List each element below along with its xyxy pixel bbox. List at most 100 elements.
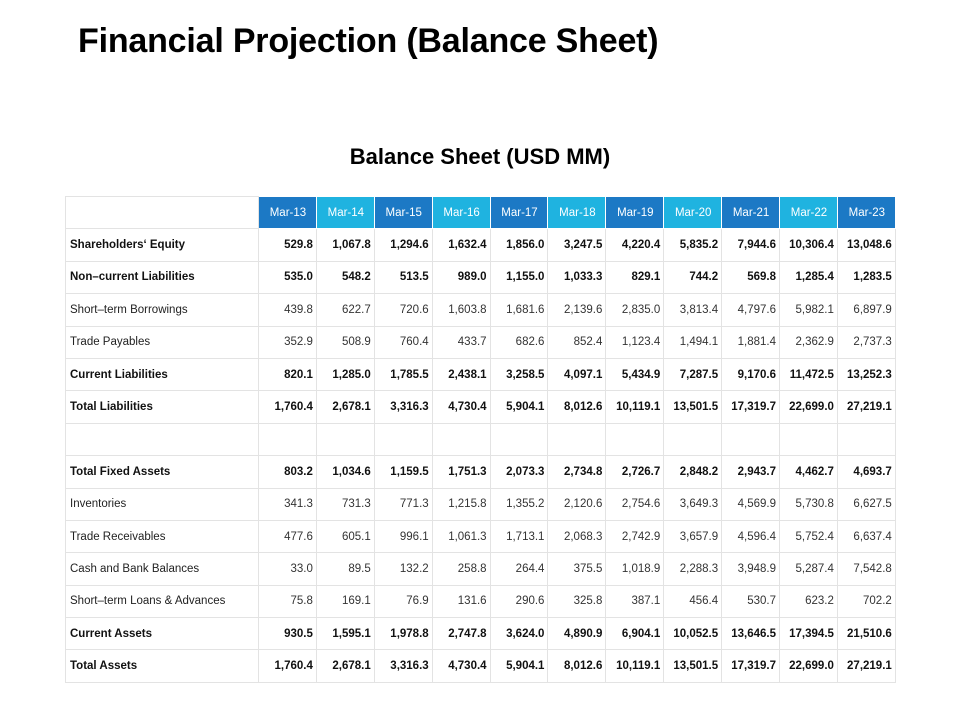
value-cell: 76.9 <box>373 584 433 619</box>
table-row: Shareholders‘ Equity 529.8 1,067.8 1,294.6 1… <box>65 228 896 262</box>
value-cell: 1,713.1 <box>489 519 549 554</box>
value-cell: 17,394.5 <box>779 617 838 651</box>
value-cell: 2,943.7 <box>721 455 781 489</box>
value-cell: 2,288.3 <box>663 552 723 586</box>
value-cell: 375.5 <box>547 552 607 586</box>
value-cell: 2,742.9 <box>605 519 665 554</box>
value-cell: 1,285.0 <box>315 357 375 392</box>
value-cell: 3,247.5 <box>547 228 607 262</box>
value-cell: 17,319.7 <box>721 390 781 424</box>
value-cell: 131.6 <box>431 584 491 619</box>
value-cell: 2,848.2 <box>663 455 723 489</box>
value-cell <box>663 422 723 457</box>
value-cell: 11,472.5 <box>779 357 838 392</box>
value-cell: 829.1 <box>605 260 665 295</box>
value-cell: 2,726.7 <box>605 455 665 489</box>
value-cell: 1,681.6 <box>489 293 549 327</box>
value-cell: 9,170.6 <box>721 357 781 392</box>
row-label: Cash and Bank Balances <box>65 552 259 586</box>
value-cell: 21,510.6 <box>836 617 896 651</box>
value-cell: 1,881.4 <box>721 325 781 359</box>
value-cell: 387.1 <box>605 584 665 619</box>
value-cell: 720.6 <box>373 293 433 327</box>
value-cell: 930.5 <box>258 617 317 651</box>
value-cell: 852.4 <box>547 325 607 359</box>
value-cell: 605.1 <box>315 519 375 554</box>
column-header: Mar-21 <box>721 195 781 230</box>
value-cell: 3,316.3 <box>373 649 433 683</box>
value-cell: 3,649.3 <box>663 487 723 521</box>
value-cell: 17,319.7 <box>721 649 781 683</box>
value-cell: 2,835.0 <box>605 293 665 327</box>
value-cell: 10,052.5 <box>663 617 723 651</box>
table-row: Short–term Borrowings 439.8 622.7 720.6 1,60… <box>65 293 896 327</box>
table-row: Inventories 341.3 731.3 771.3 1,215.8 1,355.2… <box>65 487 896 521</box>
value-cell: 513.5 <box>373 260 433 295</box>
value-cell: 2,139.6 <box>547 293 607 327</box>
value-cell: 2,737.3 <box>836 325 896 359</box>
row-label: Current Liabilities <box>65 357 259 392</box>
value-cell: 744.2 <box>663 260 723 295</box>
value-cell: 13,501.5 <box>663 390 723 424</box>
value-cell: 6,904.1 <box>605 617 665 651</box>
value-cell: 1,978.8 <box>373 617 433 651</box>
value-cell: 1,355.2 <box>489 487 549 521</box>
value-cell: 169.1 <box>315 584 375 619</box>
column-header: Mar-16 <box>431 195 491 230</box>
value-cell: 89.5 <box>315 552 375 586</box>
value-cell: 760.4 <box>373 325 433 359</box>
value-cell: 13,048.6 <box>836 228 896 262</box>
value-cell: 1,018.9 <box>605 552 665 586</box>
value-cell: 7,542.8 <box>836 552 896 586</box>
value-cell: 682.6 <box>489 325 549 359</box>
row-label: Current Assets <box>65 617 259 651</box>
value-cell: 4,797.6 <box>721 293 781 327</box>
value-cell: 5,982.1 <box>779 293 838 327</box>
value-cell: 477.6 <box>258 519 317 554</box>
value-cell: 1,285.4 <box>779 260 838 295</box>
value-cell: 1,494.1 <box>663 325 723 359</box>
value-cell: 7,944.6 <box>721 228 781 262</box>
value-cell: 6,627.5 <box>836 487 896 521</box>
value-cell: 264.4 <box>489 552 549 586</box>
value-cell: 4,462.7 <box>779 455 838 489</box>
value-cell: 1,632.4 <box>431 228 491 262</box>
value-cell: 535.0 <box>258 260 317 295</box>
value-cell: 13,501.5 <box>663 649 723 683</box>
value-cell: 820.1 <box>258 357 317 392</box>
value-cell: 433.7 <box>431 325 491 359</box>
value-cell: 3,657.9 <box>663 519 723 554</box>
value-cell: 1,215.8 <box>431 487 491 521</box>
value-cell: 1,760.4 <box>258 390 317 424</box>
row-label: Shareholders‘ Equity <box>65 228 259 262</box>
value-cell: 10,119.1 <box>605 649 665 683</box>
value-cell: 508.9 <box>315 325 375 359</box>
table-row: Total Fixed Assets 803.2 1,034.6 1,159.5 1,7… <box>65 455 896 489</box>
balance-sheet-table: Mar-13 Mar-14 Mar-15 Mar-16 Mar-17 Mar-18 Mar-… <box>65 195 896 683</box>
value-cell: 1,760.4 <box>258 649 317 683</box>
value-cell: 548.2 <box>315 260 375 295</box>
value-cell: 771.3 <box>373 487 433 521</box>
row-label: Trade Receivables <box>65 519 259 554</box>
column-header: Mar-13 <box>258 195 317 230</box>
value-cell: 5,730.8 <box>779 487 838 521</box>
value-cell: 258.8 <box>431 552 491 586</box>
row-label: Short–term Borrowings <box>65 293 259 327</box>
header-row: Mar-13 Mar-14 Mar-15 Mar-16 Mar-17 Mar-18 Mar-… <box>65 195 896 230</box>
value-cell: 3,316.3 <box>373 390 433 424</box>
value-cell: 5,287.4 <box>779 552 838 586</box>
value-cell: 10,119.1 <box>605 390 665 424</box>
value-cell: 1,283.5 <box>836 260 896 295</box>
table-row: Non–current Liabilities 535.0 548.2 513.5 98… <box>65 260 896 295</box>
value-cell: 1,155.0 <box>489 260 549 295</box>
value-cell <box>373 422 433 457</box>
value-cell: 569.8 <box>721 260 781 295</box>
value-cell <box>431 422 491 457</box>
value-cell: 5,904.1 <box>489 390 549 424</box>
value-cell: 2,678.1 <box>315 390 375 424</box>
row-label: Total Liabilities <box>65 390 259 424</box>
table-row: Trade Receivables 477.6 605.1 996.1 1,061.3 1… <box>65 519 896 554</box>
slide-title: Financial Projection (Balance Sheet) <box>78 22 659 60</box>
value-cell: 6,897.9 <box>836 293 896 327</box>
value-cell: 731.3 <box>315 487 375 521</box>
